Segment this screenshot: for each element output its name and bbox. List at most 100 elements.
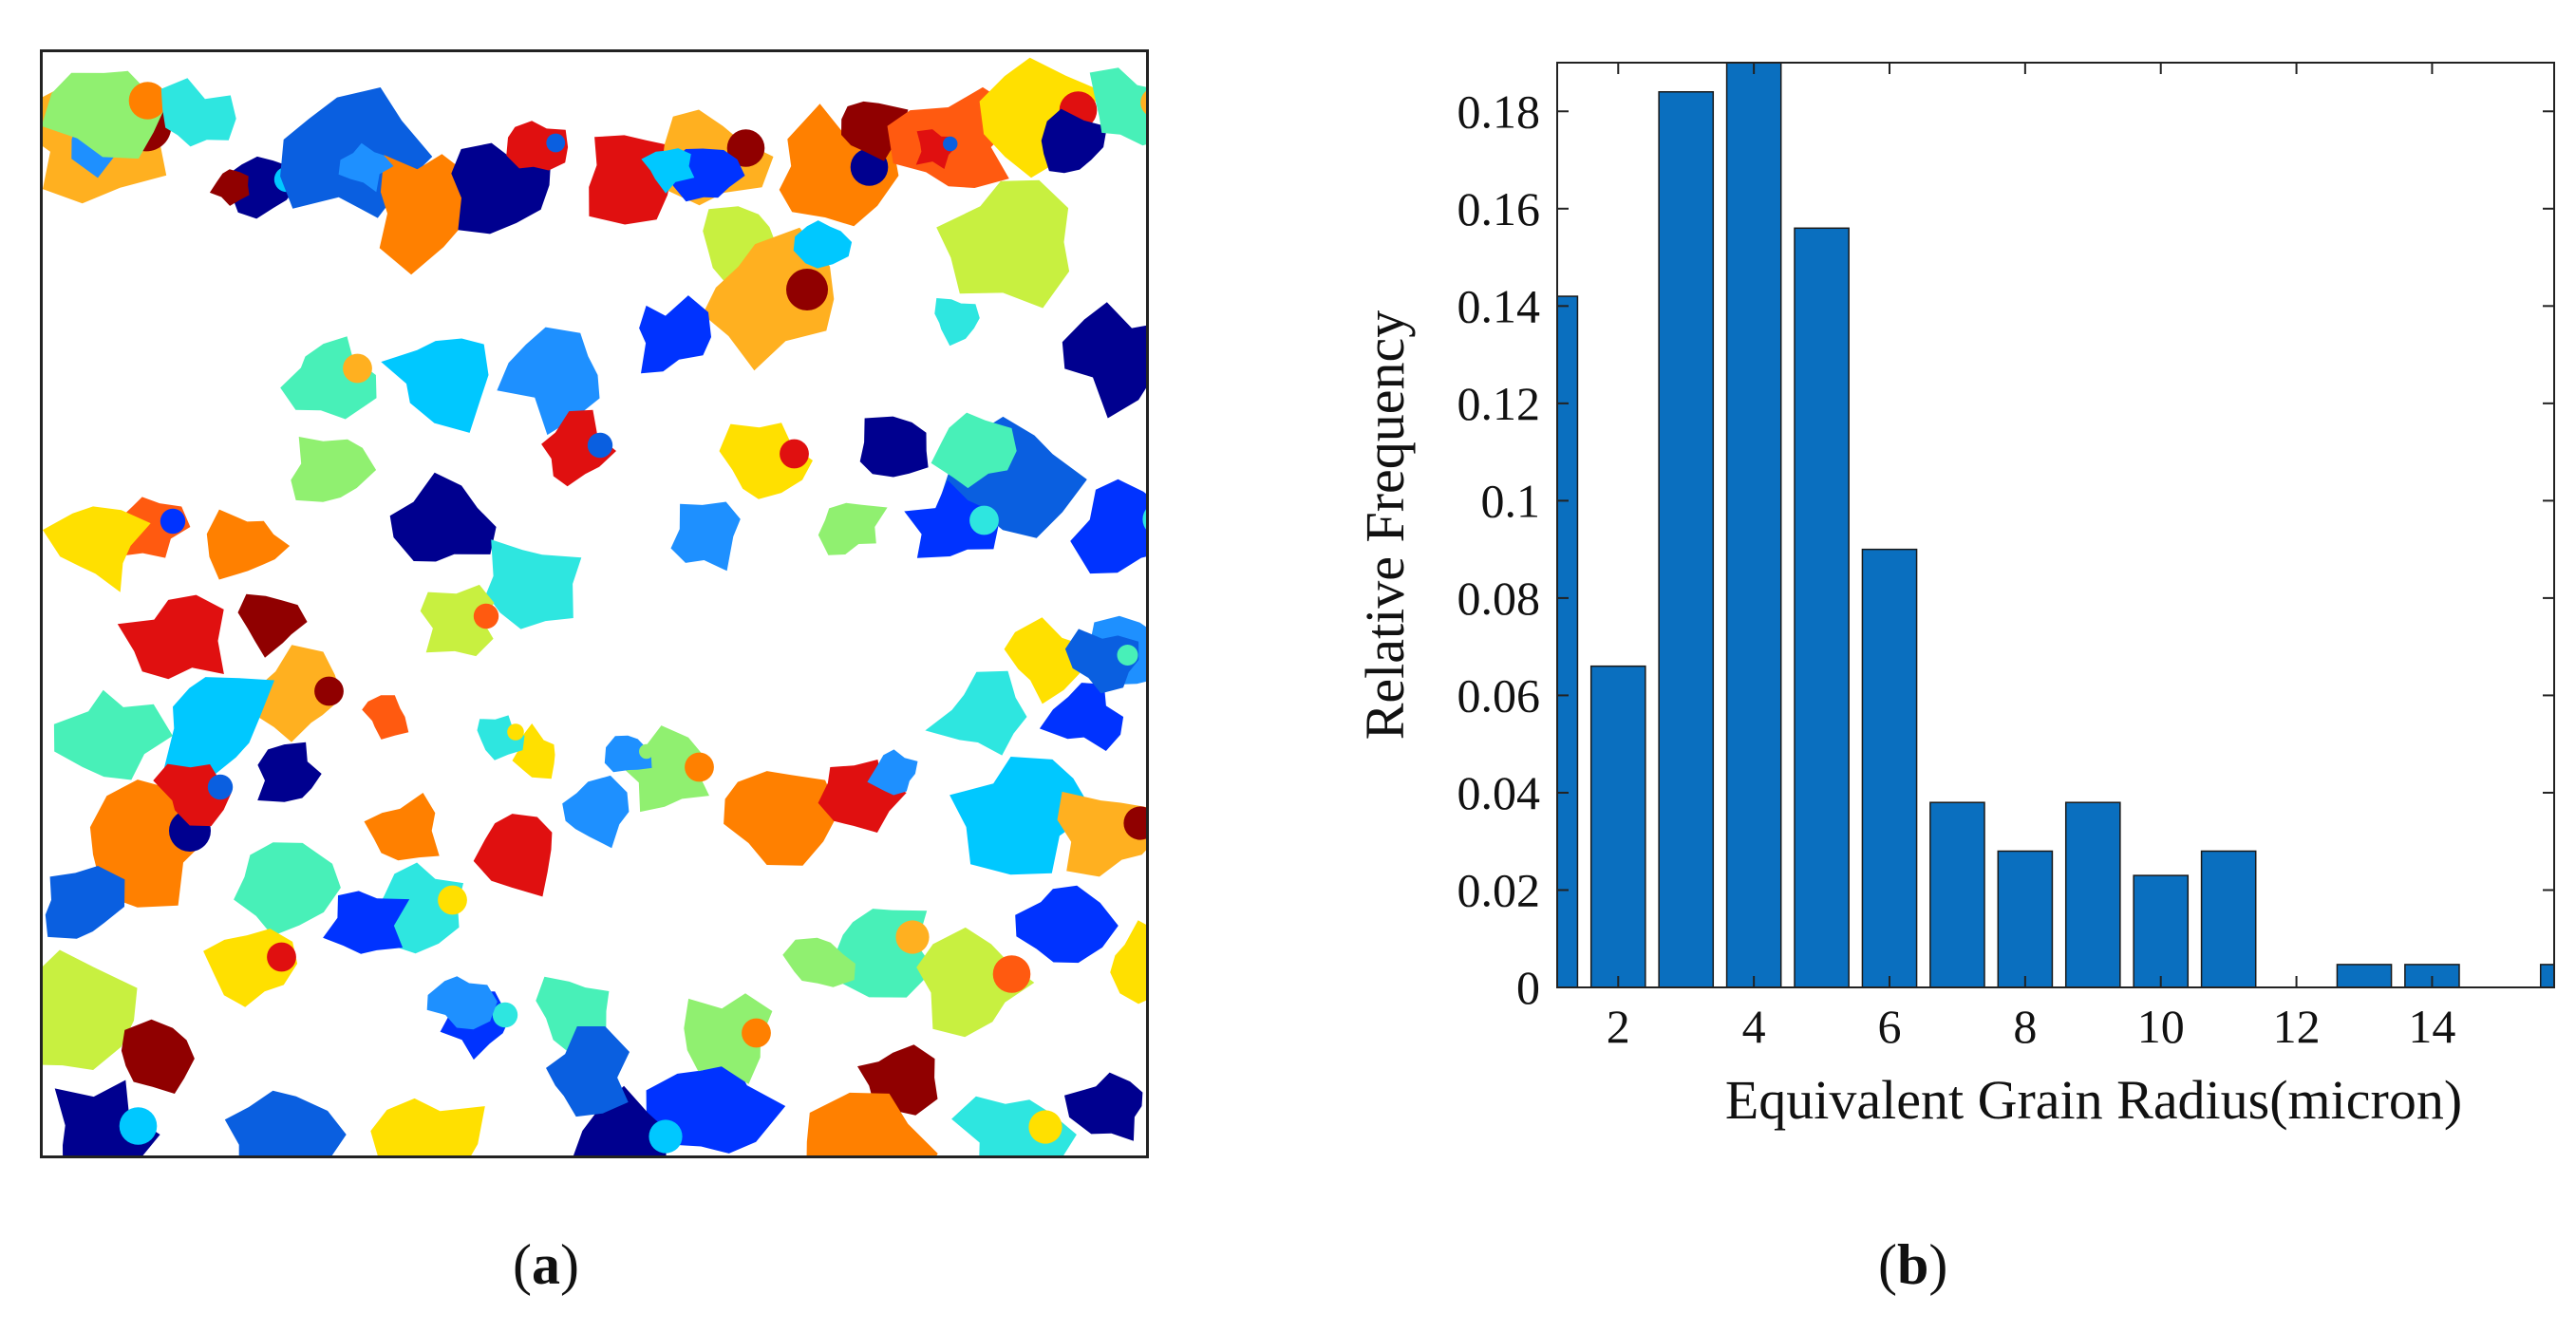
- grain-37: [859, 416, 929, 478]
- grain-53: [562, 775, 630, 849]
- grain-16: [1041, 108, 1107, 174]
- grain-sub-39: [780, 439, 809, 469]
- grain-49: [45, 866, 125, 939]
- y-tick-label: 0.16: [1457, 182, 1541, 235]
- bar-16: [2539, 964, 2555, 988]
- grain-19: [1062, 302, 1146, 419]
- grain-map: [43, 57, 1146, 1155]
- grain-44: [117, 594, 224, 680]
- caption-b-open: (: [1878, 1233, 1897, 1296]
- grain-sub-45: [314, 676, 344, 706]
- grain-86: [1039, 683, 1124, 751]
- grain-58: [925, 670, 1027, 756]
- grain-sub-33: [160, 508, 186, 535]
- grain-sub-9: [726, 129, 765, 167]
- grain-43: [237, 593, 308, 658]
- grain-sub-24: [786, 269, 828, 310]
- grain-63: [916, 927, 1035, 1038]
- grain-42: [420, 584, 495, 657]
- grain-89: [641, 148, 695, 194]
- grain-sub-99: [507, 723, 524, 741]
- grain-94: [793, 220, 853, 269]
- bars-layer: [1556, 62, 2555, 988]
- grain-sub-36: [969, 505, 999, 535]
- bar-1: [1556, 295, 1579, 988]
- grain-40: [670, 501, 741, 572]
- grain-sub-69: [649, 1119, 683, 1154]
- grain-sub-27: [587, 432, 613, 459]
- grain-55: [724, 771, 839, 866]
- grain-17: [936, 179, 1070, 309]
- grain-81: [684, 993, 773, 1084]
- grain-79: [323, 891, 410, 954]
- grain-sub-81: [742, 1018, 771, 1048]
- grain-31: [291, 437, 377, 502]
- y-tick-label: 0.1: [1481, 474, 1541, 527]
- grain-26: [497, 327, 600, 436]
- grain-sub-75: [119, 1107, 158, 1145]
- grain-sub-66: [1028, 1110, 1062, 1144]
- grain-36: [904, 479, 999, 558]
- grain-87: [1064, 629, 1139, 694]
- grain-56: [818, 760, 907, 833]
- bar-2: [1589, 665, 1646, 988]
- grain-map-panel: [40, 49, 1149, 1158]
- grain-82: [364, 793, 440, 861]
- y-tick-label: 0.18: [1457, 84, 1541, 138]
- grain-sub-90: [546, 133, 566, 153]
- grain-68: [646, 1057, 786, 1154]
- grain-74: [224, 1090, 347, 1155]
- caption-a-open: (: [513, 1233, 532, 1296]
- grain-73: [370, 1098, 485, 1155]
- x-tick-label: 14: [2408, 1000, 2455, 1053]
- grain-67: [806, 1092, 938, 1155]
- grain-sub-42: [473, 603, 499, 629]
- grain-sub-57: [895, 920, 930, 954]
- grain-98: [362, 695, 409, 740]
- grain-47: [53, 689, 173, 780]
- grain-21: [1070, 479, 1146, 574]
- grain-sub-30: [343, 353, 372, 384]
- bar-7: [1929, 801, 1985, 988]
- grain-28: [389, 472, 497, 562]
- grain-sub-60: [1123, 806, 1146, 840]
- grain-88: [934, 298, 980, 347]
- grain-95: [867, 749, 918, 796]
- caption-a-close: ): [559, 1233, 579, 1296]
- y-tick-label: 0: [1516, 961, 1540, 1014]
- grain-sub-63: [992, 955, 1031, 993]
- grain-41: [486, 539, 582, 629]
- grain-46: [163, 677, 274, 782]
- grain-sub-51: [438, 885, 467, 915]
- grain-71: [546, 1026, 630, 1117]
- y-tick-label: 0.12: [1457, 377, 1541, 430]
- grain-27: [541, 409, 616, 487]
- x-tick-label: 10: [2137, 1000, 2185, 1053]
- x-tick-label: 2: [1607, 1000, 1630, 1053]
- histogram-panel: 0 0.02 0.04 0.06 0.08 0.1 0.12 0.14 0.16 0.18 2 4 6…: [1329, 0, 2576, 1187]
- grain-25: [639, 295, 711, 374]
- grain-99: [477, 715, 525, 760]
- grain-83: [257, 742, 322, 802]
- grain-54: [612, 725, 709, 813]
- bar-9: [2064, 801, 2121, 988]
- grain-65: [1064, 1072, 1143, 1141]
- y-tick-label: 0.14: [1457, 279, 1541, 332]
- grain-85: [782, 937, 856, 987]
- x-tick-label: 6: [1878, 1000, 1902, 1053]
- grain-12: [779, 103, 899, 227]
- bar-10: [2133, 874, 2190, 988]
- caption-a-letter: a: [531, 1233, 560, 1296]
- x-axis-label: Equivalent Grain Radius(micron): [1725, 1069, 2462, 1131]
- grain-10: [703, 206, 791, 296]
- grain-62: [1015, 885, 1119, 964]
- x-tick-label: 12: [2273, 1000, 2321, 1053]
- caption-a: (a): [513, 1232, 579, 1298]
- grain-sub-96: [639, 743, 654, 760]
- grain-34: [43, 506, 151, 592]
- x-tick-label: 4: [1742, 1000, 1766, 1053]
- bar-11: [2200, 850, 2257, 988]
- grain-sub-21: [1142, 509, 1146, 530]
- grain-35: [931, 412, 1017, 489]
- grain-91: [338, 142, 394, 193]
